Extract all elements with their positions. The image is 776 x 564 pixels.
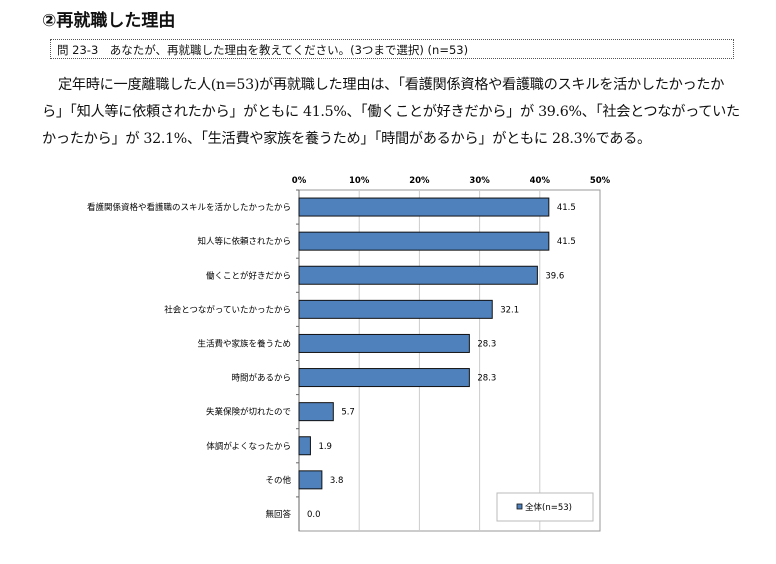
category-label: 無回答 [265,509,291,520]
data-label: 1.9 [318,442,332,452]
data-label: 39.6 [545,271,564,281]
bar [298,333,470,353]
bar [298,470,323,490]
data-label: 41.5 [557,237,576,247]
x-tick-label: 50% [590,176,611,186]
bar [298,265,538,285]
section-title: ②再就職した理由 [42,11,176,31]
category-label: 働くことが好きだから [206,270,291,281]
category-label: 社会とつながっていたかったから [164,304,291,315]
question-box: 問 23-3 あなたが、再就職した理由を教えてください。(3つまで選択) (n=… [50,39,734,59]
bar [298,197,550,217]
x-tick-label: 10% [349,176,370,186]
category-label: 体調がよくなったから [206,441,291,452]
data-label: 28.3 [477,339,496,349]
data-label: 5.7 [341,408,355,418]
data-label: 3.8 [330,476,344,486]
bar [298,299,493,319]
summary-paragraph: 定年時に一度離職した人(n=53)が再就職した理由は、「看護関係資格や看護職のス… [42,77,740,147]
data-label: 32.1 [500,305,519,315]
data-label: 0.0 [307,510,321,520]
x-tick-label: 20% [409,176,430,186]
bar [298,368,470,388]
category-label: 知人等に依頼されたから [197,236,291,247]
legend-box [496,492,594,522]
category-label: 看護関係資格や看護職のスキルを活かしたかったから [87,202,291,213]
bar [298,436,311,456]
x-tick-label: 30% [469,176,490,186]
data-label: 41.5 [557,203,576,213]
bar [298,231,550,251]
bar [298,402,334,422]
legend-label: 全体(n=53) [525,502,572,513]
data-label: 28.3 [477,374,496,384]
category-label: 生活費や家族を養うため [197,338,291,349]
category-label: 失業保険が切れたので [206,407,291,418]
legend-swatch [516,503,523,510]
x-tick-label: 0% [292,176,307,186]
category-label: その他 [265,475,291,486]
x-tick-label: 40% [530,176,551,186]
category-label: 時間があるから [231,373,291,384]
